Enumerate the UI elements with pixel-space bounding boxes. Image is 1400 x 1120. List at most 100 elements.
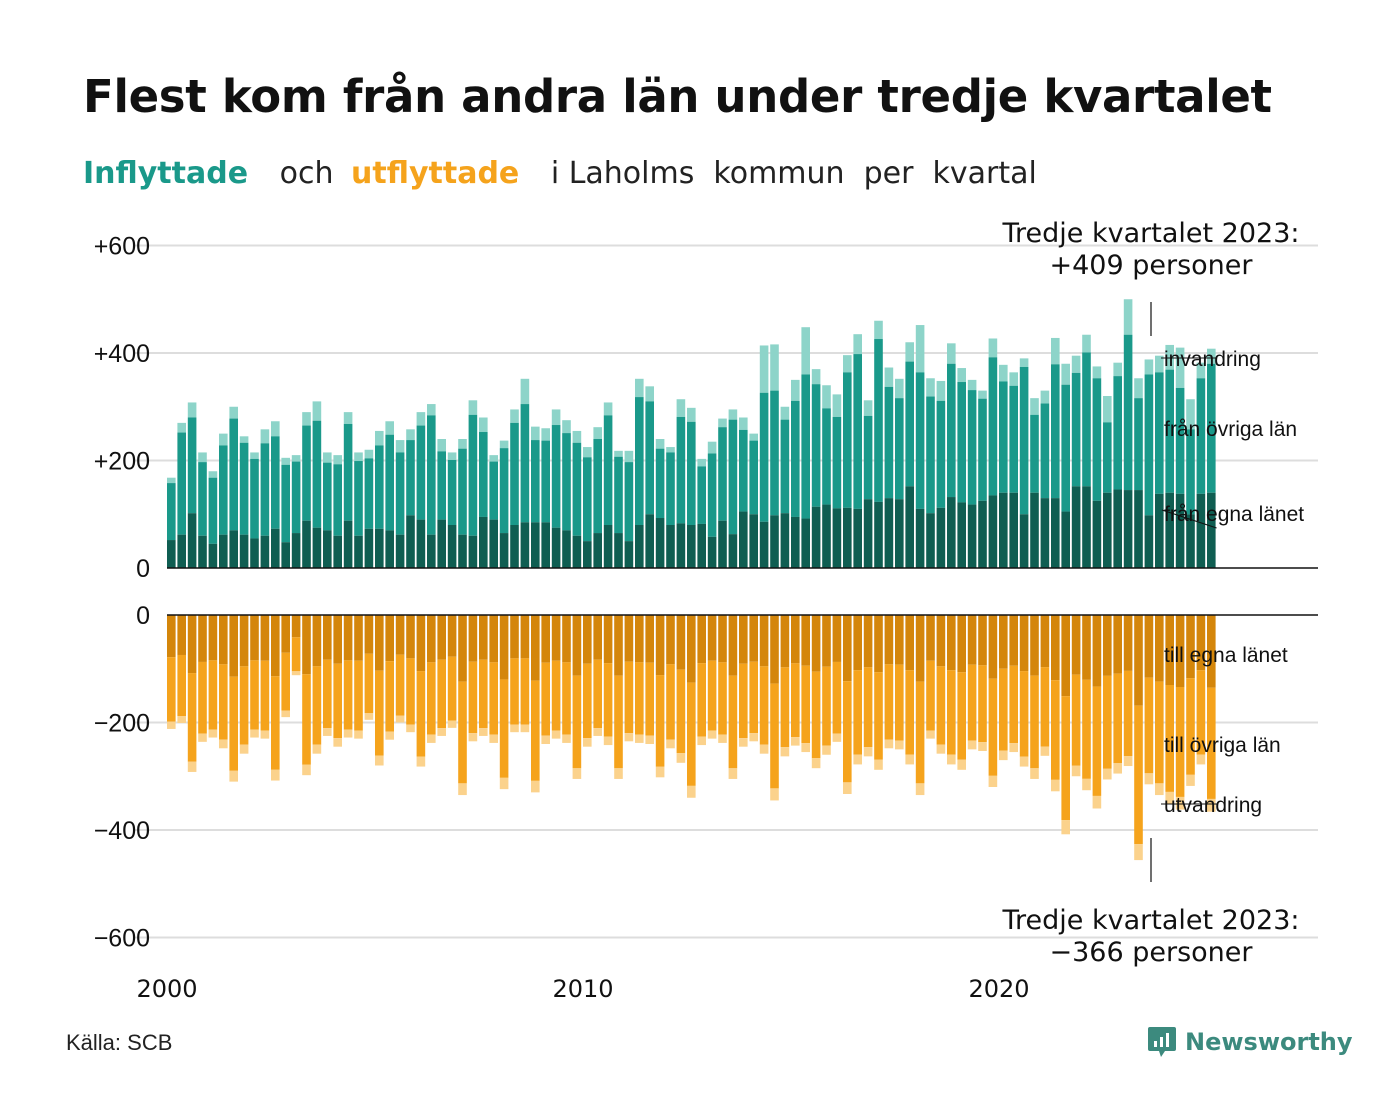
bar-outflow-utvandring bbox=[364, 712, 374, 720]
bar-inflow-ovriga bbox=[687, 421, 696, 525]
bar-outflow-egna bbox=[551, 615, 561, 661]
bar-inflow-ovriga bbox=[1040, 403, 1050, 499]
bar-outflow-utvandring bbox=[1103, 768, 1112, 780]
bar-outflow-utvandring bbox=[427, 734, 436, 743]
bar-inflow-invandring bbox=[572, 430, 582, 443]
bar-inflow-egna bbox=[541, 522, 550, 568]
bar-inflow-ovriga bbox=[843, 372, 852, 508]
bar-inflow-invandring bbox=[749, 433, 758, 441]
bar-inflow-egna bbox=[208, 543, 218, 568]
bar-inflow-egna bbox=[915, 508, 925, 568]
bar-inflow-egna bbox=[739, 511, 748, 568]
bar-inflow-ovriga bbox=[1134, 398, 1143, 491]
bar-outflow-egna bbox=[822, 615, 831, 667]
bar-inflow-egna bbox=[957, 502, 966, 568]
bar-outflow-egna bbox=[281, 615, 290, 653]
bar-outflow-egna bbox=[874, 615, 883, 673]
bar-inflow-invandring bbox=[707, 441, 717, 454]
x-tick-label: 2000 bbox=[136, 975, 197, 1003]
bar-inflow-ovriga bbox=[375, 445, 384, 529]
bar-outflow-ovriga bbox=[395, 654, 405, 716]
bar-outflow-utvandring bbox=[822, 745, 831, 755]
bar-inflow-invandring bbox=[947, 343, 956, 364]
bar-outflow-utvandring bbox=[1061, 820, 1070, 835]
bar-outflow-egna bbox=[801, 615, 810, 666]
bar-outflow-utvandring bbox=[1134, 844, 1143, 861]
bar-inflow-ovriga bbox=[198, 462, 207, 536]
bar-outflow-utvandring bbox=[718, 734, 727, 743]
bar-outflow-ovriga bbox=[936, 666, 946, 745]
bar-inflow-egna bbox=[239, 534, 249, 568]
bar-inflow-egna bbox=[811, 506, 821, 568]
bar-outflow-egna bbox=[312, 615, 322, 667]
bar-outflow-ovriga bbox=[905, 670, 914, 755]
bar-outflow-ovriga bbox=[208, 660, 218, 730]
bar-inflow-egna bbox=[1207, 492, 1216, 568]
bar-inflow-egna bbox=[645, 514, 654, 568]
inflow-component-label: från övriga län bbox=[1164, 418, 1297, 441]
bar-inflow-ovriga bbox=[572, 442, 582, 536]
bar-inflow-egna bbox=[281, 542, 290, 568]
bar-inflow-ovriga bbox=[1071, 372, 1081, 487]
bar-inflow-egna bbox=[780, 513, 790, 568]
bar-outflow-utvandring bbox=[739, 738, 748, 747]
bar-inflow-ovriga bbox=[395, 452, 405, 535]
bar-outflow-utvandring bbox=[811, 758, 821, 769]
bar-outflow-ovriga bbox=[583, 663, 592, 739]
bar-outflow-ovriga bbox=[312, 666, 322, 745]
bar-outflow-egna bbox=[666, 615, 675, 665]
bar-inflow-invandring bbox=[458, 439, 467, 449]
bar-outflow-utvandring bbox=[843, 782, 852, 794]
bar-outflow-egna bbox=[1186, 615, 1195, 679]
bar-inflow-invandring bbox=[323, 452, 332, 463]
bar-outflow-utvandring bbox=[624, 733, 634, 742]
bar-inflow-egna bbox=[884, 498, 894, 568]
bar-inflow-invandring bbox=[1071, 355, 1081, 373]
bar-inflow-invandring bbox=[593, 427, 602, 439]
bar-inflow-ovriga bbox=[187, 417, 197, 514]
bar-inflow-invandring bbox=[676, 399, 686, 417]
bar-inflow-egna bbox=[936, 507, 946, 568]
bar-inflow-ovriga bbox=[364, 458, 374, 529]
bar-inflow-egna bbox=[1051, 498, 1060, 568]
bar-outflow-ovriga bbox=[489, 662, 498, 735]
bar-outflow-egna bbox=[603, 615, 613, 664]
y-tick-label-top: 0 bbox=[136, 555, 150, 583]
bar-inflow-invandring bbox=[520, 378, 530, 405]
bar-inflow-ovriga bbox=[271, 436, 280, 529]
annotation-top-line1: Tredje kvartalet 2023: bbox=[1002, 218, 1300, 249]
bar-outflow-utvandring bbox=[687, 785, 696, 798]
bar-outflow-utvandring bbox=[1144, 773, 1154, 785]
bar-outflow-egna bbox=[645, 615, 654, 663]
bar-outflow-egna bbox=[728, 615, 738, 676]
bar-inflow-invandring bbox=[281, 457, 290, 465]
bar-inflow-ovriga bbox=[1123, 334, 1133, 491]
bar-outflow-egna bbox=[655, 615, 665, 676]
bar-inflow-ovriga bbox=[905, 361, 914, 487]
bar-inflow-invandring bbox=[406, 429, 415, 441]
bar-inflow-ovriga bbox=[302, 425, 311, 521]
bar-outflow-egna bbox=[1030, 615, 1039, 676]
bar-inflow-invandring bbox=[551, 409, 561, 426]
bar-outflow-utvandring bbox=[1207, 798, 1216, 812]
bar-outflow-egna bbox=[291, 615, 301, 638]
inflow-component-label: från egna länet bbox=[1164, 503, 1304, 526]
bar-inflow-egna bbox=[406, 515, 415, 568]
bar-inflow-ovriga bbox=[1061, 384, 1070, 512]
bar-inflow-invandring bbox=[343, 412, 353, 424]
bar-outflow-egna bbox=[323, 615, 332, 660]
bar-outflow-utvandring bbox=[1165, 791, 1174, 805]
newsworthy-logo[interactable]: Newsworthy bbox=[1147, 1025, 1353, 1059]
bar-inflow-ovriga bbox=[167, 483, 176, 541]
bar-outflow-utvandring bbox=[479, 728, 488, 736]
bar-outflow-egna bbox=[375, 615, 384, 671]
bar-outflow-ovriga bbox=[479, 659, 488, 729]
bar-outflow-ovriga bbox=[291, 637, 301, 672]
bar-outflow-egna bbox=[718, 615, 727, 663]
bar-inflow-invandring bbox=[791, 379, 800, 401]
bar-outflow-egna bbox=[853, 615, 862, 671]
bar-outflow-ovriga bbox=[967, 664, 977, 741]
bar-outflow-utvandring bbox=[302, 764, 311, 776]
bar-inflow-invandring bbox=[1030, 398, 1039, 415]
bar-outflow-egna bbox=[302, 615, 311, 675]
